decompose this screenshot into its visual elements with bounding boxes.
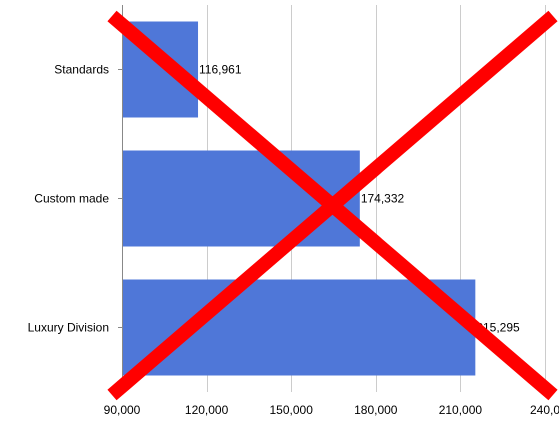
bar	[123, 279, 476, 376]
x-tick-label: 120,000	[185, 403, 229, 417]
x-tick-label: 210,000	[439, 403, 483, 417]
x-tick-label: 180,000	[354, 403, 398, 417]
y-tick-label: Standards	[54, 63, 109, 77]
label-layer: Standards 116,961 Custom made 174,332 Luxury…	[28, 63, 559, 418]
x-tick-label: 150,000	[270, 403, 314, 417]
data-label: 116,961	[199, 63, 242, 77]
bar-layer	[123, 21, 476, 376]
red-x-overlay	[107, 10, 558, 401]
y-tick-label: Luxury Division	[28, 321, 109, 335]
cross-stroke	[107, 10, 558, 401]
x-tick-label: 90,000	[104, 403, 141, 417]
y-tick-label: Custom made	[34, 192, 109, 206]
data-label: 174,332	[361, 192, 405, 206]
x-tick-label: 240,0	[530, 403, 559, 417]
